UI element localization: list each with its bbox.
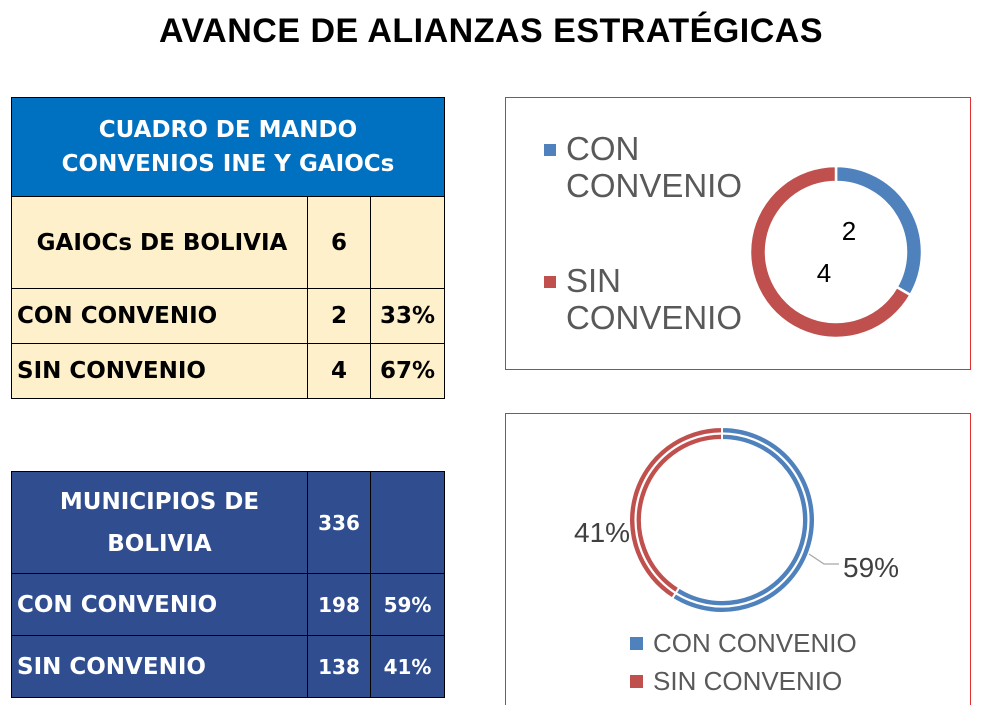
municipios-donut-panel: 59% 41% CON CONVENIO SIN CONVENIO xyxy=(505,413,971,705)
municipios-con-value: 198 xyxy=(307,573,371,636)
gaiocs-table: CUADRO DE MANDO CONVENIOS INE Y GAIOCs G… xyxy=(11,97,445,399)
legend2-swatch-sin xyxy=(630,675,643,688)
gaiocs-sin-label: SIN CONVENIO xyxy=(11,343,308,399)
data-label-con: 2 xyxy=(842,216,856,246)
header-line-2: CONVENIOS INE Y GAIOCs xyxy=(61,151,395,177)
page-title: AVANCE DE ALIANZAS ESTRATÉGICAS xyxy=(158,12,824,50)
gaiocs-total-pct xyxy=(370,196,445,289)
legend-con-line-2: CONVENIO xyxy=(566,167,742,204)
gaiocs-donut-chart: CON CONVENIO SIN CONVENIO 2 4 xyxy=(544,130,924,340)
gaiocs-donut-panel: CON CONVENIO SIN CONVENIO 2 4 xyxy=(505,97,971,370)
leader-line-con xyxy=(808,553,839,565)
municipios-total-pct xyxy=(370,471,445,574)
legend2-swatch-con xyxy=(630,637,643,650)
legend-sin-line-1: SIN xyxy=(566,262,621,299)
donut-2-inner-divider xyxy=(634,432,810,608)
municipios-total-label: MUNICIPIOS DE BOLIVIA xyxy=(11,471,308,574)
gaiocs-total-label: GAIOCs DE BOLIVIA xyxy=(11,196,308,289)
municipios-label-line-1: MUNICIPIOS DE xyxy=(59,488,260,515)
header-line-1: CUADRO DE MANDO xyxy=(98,117,358,143)
donut-2-slices xyxy=(628,425,816,614)
municipios-table: MUNICIPIOS DE BOLIVIA 336 CON CONVENIO 1… xyxy=(11,471,445,698)
gaiocs-sin-pct: 67% xyxy=(370,343,445,399)
municipios-sin-label: SIN CONVENIO xyxy=(11,635,308,698)
donut-1-slices xyxy=(748,164,924,340)
legend-sin-line-2: CONVENIO xyxy=(566,299,742,336)
gaiocs-sin-value: 4 xyxy=(307,343,371,399)
data-label-sin: 4 xyxy=(817,258,831,288)
data-label-con-pct: 59% xyxy=(843,552,899,583)
donut-slice-sin xyxy=(628,425,723,600)
municipios-total-value: 336 xyxy=(307,471,371,574)
municipios-con-label: CON CONVENIO xyxy=(11,573,308,636)
donut-slice-sin xyxy=(748,164,913,340)
municipios-donut-chart: 59% 41% CON CONVENIO SIN CONVENIO xyxy=(574,425,899,696)
municipios-sin-value: 138 xyxy=(307,635,371,698)
legend-con-line-1: CON xyxy=(566,130,639,167)
gaiocs-con-value: 2 xyxy=(307,288,371,344)
gaiocs-total-value: 6 xyxy=(307,196,371,289)
gaiocs-con-pct: 33% xyxy=(370,288,445,344)
legend2-sin: SIN CONVENIO xyxy=(653,666,842,696)
gaiocs-con-label: CON CONVENIO xyxy=(11,288,308,344)
legend2-con: CON CONVENIO xyxy=(653,628,857,658)
municipios-con-pct: 59% xyxy=(370,573,445,636)
legend-swatch-sin xyxy=(544,276,556,288)
gaiocs-table-header: CUADRO DE MANDO CONVENIOS INE Y GAIOCs xyxy=(11,97,445,197)
data-label-sin-pct: 41% xyxy=(574,517,630,548)
donut-slice-con xyxy=(670,425,816,614)
legend-swatch-con xyxy=(544,144,556,156)
municipios-label-line-2: BOLIVIA xyxy=(107,530,212,557)
municipios-sin-pct: 41% xyxy=(370,635,445,698)
